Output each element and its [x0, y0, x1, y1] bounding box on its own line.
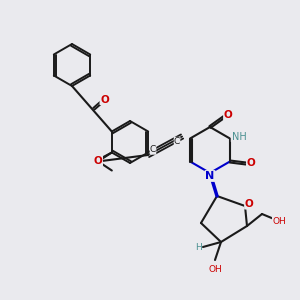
Text: O: O	[244, 199, 253, 209]
Text: OH: OH	[208, 266, 222, 274]
Text: O: O	[224, 110, 232, 120]
Text: O: O	[247, 158, 255, 169]
Text: OH: OH	[272, 217, 286, 226]
Text: H: H	[195, 244, 201, 253]
Text: O: O	[92, 155, 101, 166]
Text: C: C	[150, 146, 156, 154]
Text: O: O	[93, 157, 102, 166]
Text: N: N	[206, 171, 214, 181]
Text: O: O	[100, 94, 109, 104]
Text: NH: NH	[232, 131, 246, 142]
Text: C: C	[174, 137, 180, 146]
